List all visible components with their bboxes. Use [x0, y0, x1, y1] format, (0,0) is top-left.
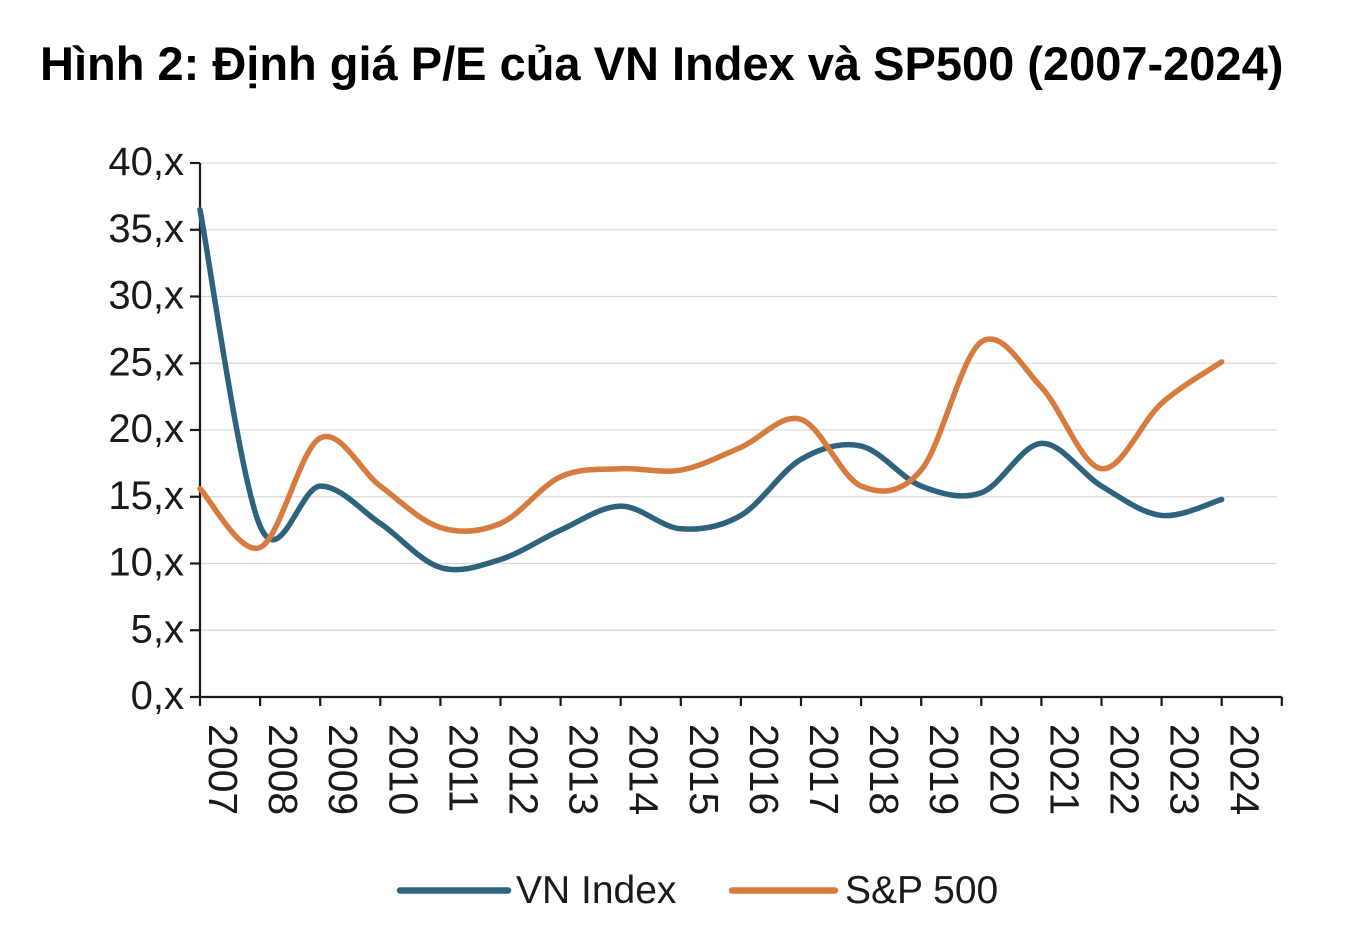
svg-text:2014: 2014	[621, 724, 667, 815]
svg-text:2023: 2023	[1162, 724, 1208, 815]
svg-text:2019: 2019	[921, 724, 967, 815]
svg-text:2008: 2008	[260, 724, 306, 815]
svg-text:10,x: 10,x	[108, 541, 184, 585]
svg-text:2007: 2007	[200, 724, 246, 815]
svg-text:30,x: 30,x	[108, 274, 184, 318]
svg-text:2018: 2018	[861, 724, 907, 815]
svg-text:2022: 2022	[1102, 724, 1148, 815]
svg-text:25,x: 25,x	[108, 340, 184, 384]
svg-text:40,x: 40,x	[108, 140, 184, 184]
svg-text:S&P 500: S&P 500	[845, 869, 998, 912]
svg-text:2016: 2016	[741, 724, 787, 815]
svg-text:5,x: 5,x	[131, 607, 184, 651]
svg-text:2020: 2020	[981, 724, 1027, 815]
svg-text:2024: 2024	[1222, 724, 1268, 815]
svg-text:2011: 2011	[440, 724, 486, 812]
svg-text:2015: 2015	[681, 724, 727, 815]
svg-text:15,x: 15,x	[108, 474, 184, 518]
svg-text:2017: 2017	[801, 724, 847, 815]
svg-text:VN Index: VN Index	[516, 869, 677, 912]
svg-text:2012: 2012	[501, 724, 547, 815]
svg-text:20,x: 20,x	[108, 407, 184, 451]
svg-text:2010: 2010	[380, 724, 426, 815]
svg-text:2021: 2021	[1041, 724, 1087, 815]
svg-text:35,x: 35,x	[108, 207, 184, 251]
svg-text:0,x: 0,x	[131, 674, 184, 718]
svg-text:2009: 2009	[320, 724, 366, 815]
svg-text:2013: 2013	[561, 724, 607, 815]
